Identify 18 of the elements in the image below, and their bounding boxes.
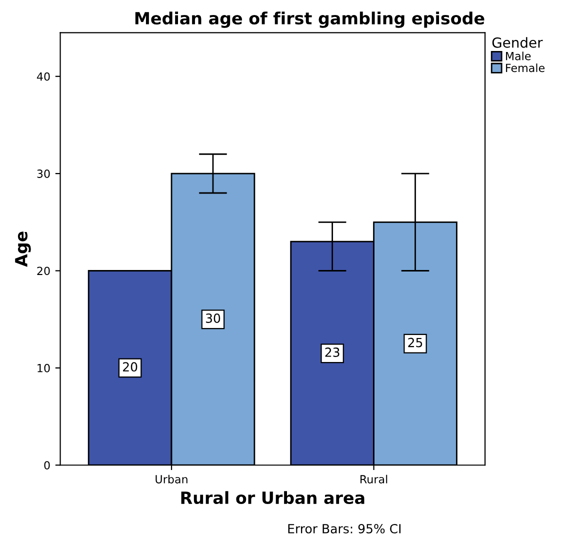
x-tick-label: Urban — [156, 474, 188, 484]
y-axis-title: Age — [15, 232, 31, 267]
text: Error Bars: 95% CI — [288, 524, 401, 534]
y-tick-label: 0 — [44, 461, 50, 470]
y-tick-label: 30 — [37, 170, 50, 178]
legend-label: Male — [506, 52, 531, 60]
data-label: 20 — [123, 362, 138, 372]
x-tick-label: Rural — [360, 474, 388, 484]
data-label: 25 — [408, 338, 422, 348]
data-label: 30 — [206, 314, 220, 323]
chart-title: Median age of first gambling episode — [135, 12, 484, 28]
legend-title: Gender — [492, 37, 543, 48]
y-tick-label: 40 — [36, 72, 50, 81]
y-tick-label: 20 — [37, 266, 50, 276]
legend-label: Female — [506, 64, 545, 72]
x-axis-title: Rural or Urban area — [181, 491, 364, 504]
data-label: 23 — [325, 348, 340, 357]
y-tick-label: 10 — [38, 364, 50, 372]
